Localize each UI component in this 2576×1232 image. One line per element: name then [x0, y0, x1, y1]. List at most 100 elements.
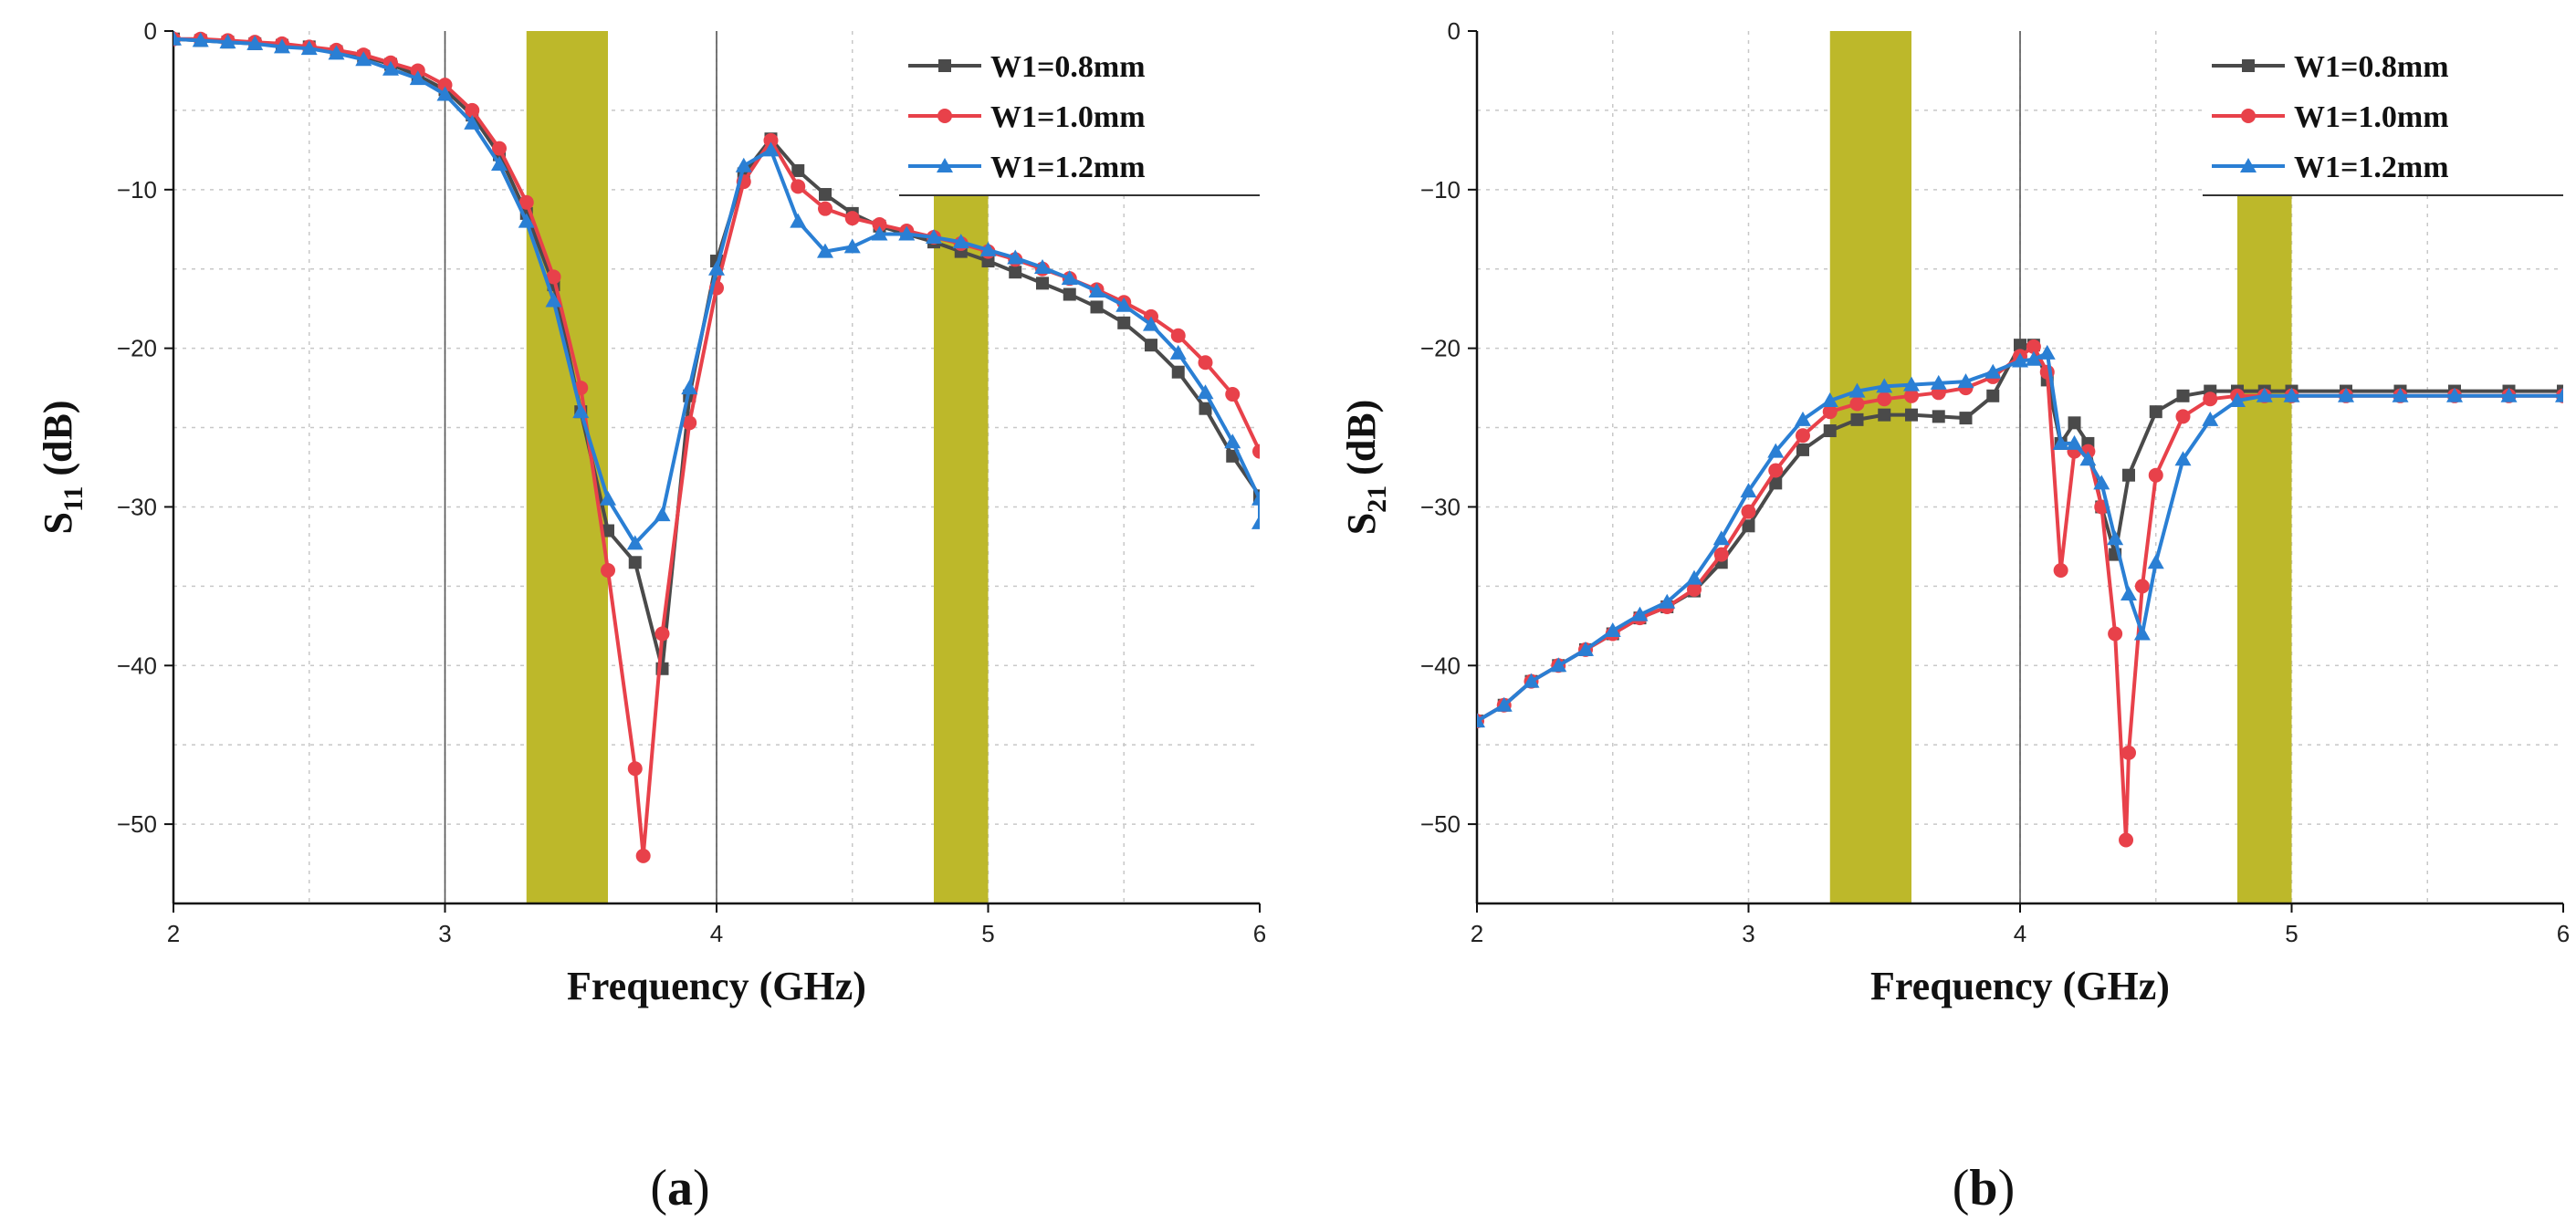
- data-point: [1959, 412, 1973, 425]
- data-point: [1712, 530, 1730, 546]
- data-point: [654, 506, 671, 522]
- legend-label: W1=0.8mm: [990, 50, 1146, 84]
- data-point: [1768, 463, 1784, 478]
- data-point: [819, 188, 832, 202]
- plot-area: [1477, 339, 2563, 848]
- data-point: [1849, 396, 1865, 412]
- chart-panel-b: 2 3 4 5 6 0 −10 −20 −30 −40 −50 Frequency (GHz) S21 …: [1339, 17, 2570, 1216]
- data-point: [1477, 713, 1485, 728]
- data-point: [1145, 339, 1157, 352]
- data-point: [2256, 387, 2273, 402]
- data-point: [2079, 451, 2097, 466]
- data-point: [491, 156, 508, 172]
- data-point: [628, 556, 642, 569]
- data-point: [518, 213, 535, 228]
- data-point: [926, 228, 942, 244]
- data-point: [2500, 387, 2518, 402]
- legend-marker: [937, 158, 953, 172]
- frequency-band-1: [526, 31, 608, 903]
- data-point: [409, 70, 426, 86]
- data-point: [1822, 404, 1838, 420]
- legend-label: W1=1.2mm: [2294, 151, 2449, 184]
- data-point: [1171, 365, 1185, 379]
- data-point: [2176, 389, 2190, 402]
- data-point: [2203, 392, 2218, 407]
- data-point: [1252, 444, 1260, 459]
- data-point: [2229, 392, 2246, 407]
- x-tick-label: 6: [1253, 920, 1266, 947]
- y-tick-label: −40: [117, 652, 157, 679]
- legend-marker: [2241, 109, 2256, 123]
- data-point: [1224, 433, 1241, 449]
- data-point: [2014, 339, 2026, 352]
- data-point: [1687, 581, 1702, 597]
- legend: W1=0.8mm W1=1.0mm W1=1.2mm: [899, 31, 1260, 196]
- data-point: [274, 38, 290, 54]
- data-point: [2338, 387, 2354, 402]
- data-point: [1117, 316, 1131, 329]
- data-point: [436, 86, 454, 101]
- data-point: [681, 380, 698, 395]
- data-point: [1009, 266, 1022, 279]
- data-point: [492, 141, 507, 156]
- data-point: [300, 40, 318, 56]
- data-point: [464, 114, 481, 130]
- data-point: [2133, 625, 2151, 641]
- x-tick-label: 3: [1742, 920, 1754, 947]
- data-point: [546, 269, 561, 285]
- y-tick-label: −20: [117, 335, 157, 362]
- data-point: [1767, 443, 1785, 458]
- data-point: [2149, 405, 2162, 419]
- data-point: [790, 213, 807, 228]
- data-point: [572, 403, 590, 419]
- data-point: [1199, 402, 1212, 415]
- y-tick-label: 0: [144, 17, 157, 45]
- y-tick-label: −30: [117, 493, 157, 520]
- data-point: [2134, 579, 2150, 594]
- y-axis-title: S21 (dB): [1339, 400, 1392, 536]
- data-point: [1090, 300, 1104, 314]
- data-point: [2107, 530, 2124, 546]
- data-point: [626, 535, 644, 550]
- data-point: [818, 201, 832, 216]
- data-point: [173, 31, 182, 46]
- data-point: [1226, 449, 1240, 463]
- data-point: [2053, 562, 2068, 578]
- data-point: [1169, 344, 1187, 360]
- x-axis-title: Frequency (GHz): [567, 964, 866, 1008]
- data-point: [355, 51, 372, 67]
- legend-marker: [937, 109, 952, 123]
- y-tick-label: 0: [1448, 17, 1461, 45]
- data-point: [1631, 606, 1649, 621]
- x-tick-label: 4: [710, 920, 723, 947]
- data-point: [2122, 468, 2135, 482]
- data-point: [763, 132, 779, 148]
- y-tick-label: −50: [117, 810, 157, 838]
- legend-marker: [2240, 158, 2257, 172]
- data-point: [1741, 504, 1756, 519]
- x-tick-label: 3: [438, 920, 451, 947]
- data-point: [1905, 408, 1918, 422]
- legend-label: W1=0.8mm: [2294, 50, 2449, 84]
- data-point: [2446, 387, 2463, 402]
- data-point: [1550, 657, 1567, 673]
- data-point: [1007, 249, 1024, 265]
- data-point: [735, 157, 752, 172]
- data-point: [635, 848, 651, 863]
- data-point: [952, 234, 969, 249]
- data-point: [1984, 363, 2002, 379]
- data-point: [1061, 270, 1078, 286]
- data-point: [1877, 392, 1892, 407]
- data-point: [1659, 593, 1676, 609]
- data-point: [1904, 388, 1919, 403]
- data-point: [1740, 483, 1757, 498]
- data-point: [1713, 547, 1729, 562]
- y-tick-label: −50: [1420, 810, 1461, 838]
- data-point: [871, 225, 888, 241]
- data-point: [2026, 339, 2041, 354]
- data-point: [844, 211, 860, 226]
- plot-area: [173, 31, 1260, 863]
- data-point: [2121, 745, 2136, 760]
- data-point: [1986, 389, 2000, 402]
- data-point: [1577, 641, 1594, 656]
